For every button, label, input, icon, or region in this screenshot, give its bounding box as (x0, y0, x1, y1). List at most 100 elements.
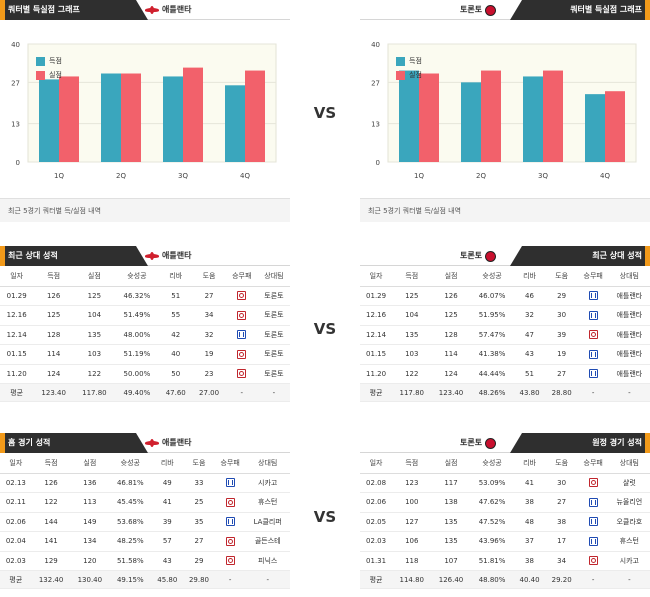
column-header: 슛성공 (114, 266, 160, 287)
table-row: 02.13 126 136 46.81% 49 33 시카고 (0, 473, 290, 493)
bar-allowed (245, 70, 265, 162)
result-cell (225, 344, 258, 365)
cell-reb: 55 (159, 305, 193, 326)
avg-fg: 48.26% (470, 383, 514, 402)
cell-date: 02.08 (360, 473, 393, 493)
cell-team: 애틀랜타 (608, 364, 650, 384)
section-title: 쿼터별 득실점 그래프 (0, 0, 148, 20)
cell-fg: 51.49% (114, 305, 160, 326)
table-row: 02.11 122 113 45.45% 41 25 휴스턴 (0, 492, 290, 513)
cell-date: 02.05 (360, 512, 393, 532)
cell-pts: 100 (392, 492, 432, 513)
cell-reb: 57 (151, 531, 184, 552)
cell-ast: 29 (545, 286, 578, 306)
result-cell (225, 364, 258, 384)
avg-res: - (214, 570, 246, 589)
column-header: 리바 (513, 266, 546, 287)
cell-fg: 43.96% (470, 531, 514, 552)
column-header: 도움 (192, 266, 226, 287)
column-header: 득점 (392, 266, 432, 287)
cell-fg: 45.45% (109, 492, 152, 513)
table-row: 01.15 114 103 51.19% 40 19 토론토 (0, 344, 290, 365)
cell-pts: 122 (31, 492, 71, 513)
cell-date: 02.11 (0, 492, 32, 513)
result-cell (577, 364, 609, 384)
avg-team: - (245, 570, 290, 589)
cell-fg: 46.81% (109, 473, 152, 493)
cell-date: 01.29 (360, 286, 393, 306)
cell-date: 01.31 (360, 551, 393, 571)
table-row: 12.16 104 125 51.95% 32 30 애틀랜타 (360, 305, 650, 326)
table-row: 01.29 125 126 46.07% 46 29 애틀랜타 (360, 286, 650, 306)
bar-allowed (121, 73, 141, 162)
result-cell (225, 286, 258, 306)
column-header: 득점 (31, 453, 71, 474)
avg-fg: 49.40% (114, 383, 160, 402)
loss-badge-icon (225, 478, 235, 488)
cell-date: 11.20 (360, 364, 393, 384)
cell-opp: 114 (431, 344, 471, 365)
result-cell (214, 473, 246, 493)
cell-pts: 103 (392, 344, 432, 365)
column-header: 승무패 (225, 266, 258, 287)
legend-swatch-scored (396, 56, 405, 66)
legend-item-allowed: 실점 (396, 68, 422, 82)
bar-scored (585, 94, 605, 162)
avg-pts: 114.80 (392, 570, 432, 589)
table-header-row: 일자 득점 실점 슛성공 리바 도움 승무패 상대팀 (0, 453, 290, 474)
table-row: 12.16 125 104 51.49% 55 34 토론토 (0, 305, 290, 326)
away-panel-right: 토론토 원정 경기 성적 일자 득점 실점 슛성공 리바 도움 승무패 상대팀 02.08 12… (360, 433, 650, 589)
table-header-row: 일자 득점 실점 슛성공 리바 도움 승무패 상대팀 (360, 453, 650, 474)
team-name: 토론토 (460, 438, 483, 447)
legend-label: 득점 (49, 57, 62, 65)
cell-opp: 138 (431, 492, 471, 513)
bar-allowed (183, 67, 203, 162)
cell-opp: 107 (431, 551, 471, 571)
cell-reb: 43 (513, 344, 546, 365)
legend-label: 실점 (409, 71, 422, 79)
cell-team: 토론토 (257, 364, 290, 384)
cell-ast: 27 (545, 492, 578, 513)
cell-team: 휴스턴 (245, 492, 290, 513)
vs-label: VS (313, 320, 337, 338)
table-row: 02.03 129 120 51.58% 43 29 피닉스 (0, 551, 290, 571)
avg-reb: 47.60 (159, 383, 193, 402)
legend-swatch-allowed (396, 70, 405, 80)
result-cell (214, 512, 246, 532)
cell-reb: 41 (513, 473, 546, 493)
column-header: 도움 (183, 453, 215, 474)
quarter-header-right: 토론토 쿼터별 득실점 그래프 (360, 0, 650, 20)
y-tick-label: 27 (11, 79, 20, 87)
loss-badge-icon (588, 517, 598, 527)
cell-opp: 149 (70, 512, 110, 532)
loss-badge-icon (588, 497, 598, 507)
cell-team: 샬럿 (608, 473, 650, 493)
cell-reb: 39 (151, 512, 184, 532)
cell-date: 02.06 (360, 492, 393, 513)
avg-opp: 126.40 (431, 570, 471, 589)
cell-reb: 41 (151, 492, 184, 513)
cell-reb: 51 (159, 286, 193, 306)
legend-label: 실점 (49, 71, 62, 79)
avg-res: - (577, 570, 609, 589)
avg-ast: 29.80 (183, 570, 215, 589)
cell-reb: 32 (513, 305, 546, 326)
win-badge-icon (237, 369, 247, 379)
cell-date: 01.29 (0, 286, 34, 306)
bar-scored (101, 73, 121, 162)
cell-fg: 51.58% (109, 551, 152, 571)
cell-reb: 40 (159, 344, 193, 365)
column-header: 일자 (0, 453, 32, 474)
recent-panel-left: 최근 상대 성적 애틀랜타 일자 득점 실점 슛성공 리바 도움 승무패 상대팀 01.29 1… (0, 246, 290, 402)
column-header: 슛성공 (470, 453, 514, 474)
result-cell (577, 531, 609, 552)
column-header: 리바 (159, 266, 193, 287)
column-header: 득점 (392, 453, 432, 474)
result-cell (225, 325, 258, 345)
cell-opp: 136 (70, 473, 110, 493)
quarter-panel-right: 토론토 쿼터별 득실점 그래프 0 13 27 40 1Q 2Q 3Q 4Q 득점 실점 최근… (360, 0, 650, 222)
cell-date: 12.16 (0, 305, 34, 326)
cell-fg: 51.81% (470, 551, 514, 571)
result-cell (577, 473, 609, 493)
